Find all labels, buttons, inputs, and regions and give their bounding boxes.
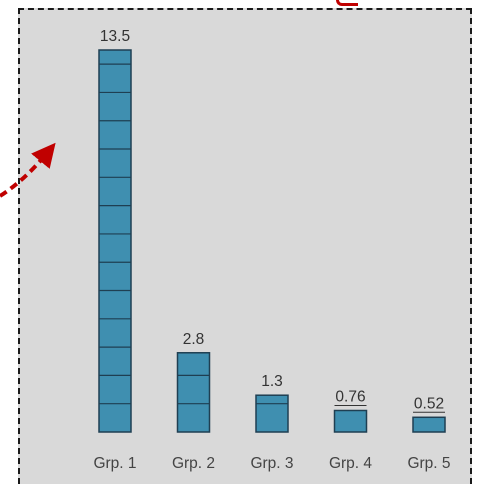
data-label-5: 0.52 (414, 395, 444, 412)
bar-2 (176, 352, 211, 433)
x-tick-label-2: Grp. 2 (172, 455, 215, 472)
chart-panel (18, 8, 472, 484)
x-tick-label-4: Grp. 4 (329, 455, 372, 472)
data-label-4: 0.76 (335, 388, 365, 405)
x-tick-label-5: Grp. 5 (407, 455, 450, 472)
data-label-3: 1.3 (261, 373, 283, 390)
bar-5 (412, 416, 446, 433)
bar-3 (255, 394, 289, 433)
bar-1 (98, 49, 132, 433)
x-tick-label-1: Grp. 1 (93, 455, 136, 472)
x-tick-label-3: Grp. 3 (250, 455, 293, 472)
data-label-2: 2.8 (183, 331, 205, 348)
labels-layer: 13.5 Grp. 1 2.8 Grp. 2 1.3 Grp. 3 0.76 Grp. 4 0.… (93, 28, 450, 472)
bar-4 (333, 409, 368, 433)
bars-layer (98, 49, 446, 433)
red-dashed-arrow (0, 142, 56, 198)
data-label-1: 13.5 (100, 28, 130, 45)
top-red-connector-mark (336, 0, 358, 6)
